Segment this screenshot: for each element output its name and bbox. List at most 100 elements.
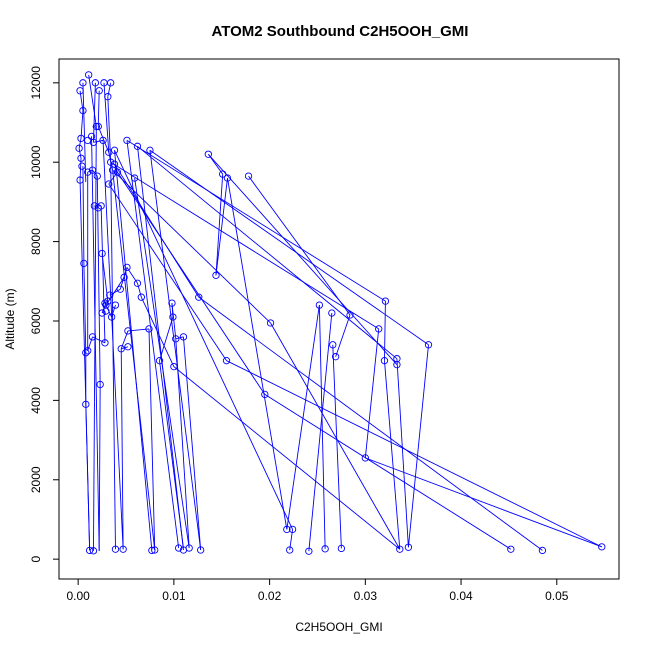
data-point: [133, 279, 142, 287]
data-segment: [407, 344, 429, 548]
data-segments: [78, 74, 602, 552]
data-segment: [88, 74, 97, 127]
y-tick-label: 10000: [29, 145, 43, 179]
data-point: [204, 150, 212, 158]
data-segment: [140, 296, 175, 367]
data-point: [98, 309, 106, 317]
data-segment: [82, 166, 85, 264]
data-point: [123, 136, 131, 145]
x-tick-label: 0.04: [449, 589, 473, 603]
data-point: [77, 154, 85, 162]
data-segment: [335, 314, 351, 357]
x-axis: 0.00 0.01 0.02 0.03 0.04 0.05: [66, 578, 569, 603]
data-point: [79, 106, 87, 115]
data-point: [93, 172, 101, 180]
x-axis-label: C2H5OOH_GMI: [295, 620, 382, 634]
data-point: [244, 172, 253, 180]
data-segment: [92, 169, 98, 177]
data-point: [111, 545, 120, 553]
x-tick-label: 0.02: [258, 589, 282, 603]
data-point: [107, 313, 116, 321]
data-segment: [114, 164, 118, 173]
data-segment: [332, 344, 342, 549]
data-point: [88, 166, 97, 174]
data-point: [381, 297, 390, 305]
data-point: [113, 168, 122, 176]
data-segment: [100, 205, 106, 343]
data-segment: [126, 140, 180, 549]
data-segment: [396, 358, 409, 548]
data-segment: [207, 153, 398, 365]
data-point: [101, 339, 109, 347]
data-segment: [175, 338, 190, 549]
data-segment: [97, 126, 110, 153]
x-tick-label: 0.01: [162, 589, 186, 603]
data-segment: [270, 322, 401, 550]
data-point: [145, 325, 153, 333]
data-point: [76, 176, 84, 184]
data-point: [104, 93, 112, 101]
data-point: [124, 343, 132, 351]
data-segment: [182, 336, 202, 551]
data-point: [331, 353, 340, 361]
data-point: [328, 309, 336, 317]
data-segment: [92, 336, 106, 344]
data-point: [120, 273, 128, 281]
data-segment: [159, 360, 184, 549]
data-point: [119, 545, 127, 553]
data-points: [75, 71, 606, 555]
data-point: [404, 543, 413, 551]
data-point: [84, 168, 92, 176]
data-point: [124, 327, 132, 335]
data-point: [286, 546, 294, 554]
data-point: [111, 301, 120, 309]
data-segment: [308, 313, 333, 552]
data-point: [80, 259, 88, 268]
chart-title: ATOM2 Southbound C2H5OOH_GMI: [212, 23, 469, 40]
x-tick-label: 0.00: [66, 589, 90, 603]
data-point: [89, 547, 98, 555]
data-point: [110, 146, 119, 154]
data-segment: [83, 263, 87, 353]
data-point: [123, 263, 131, 272]
data-point: [212, 271, 220, 279]
data-point: [223, 174, 232, 182]
y-tick-label: 0: [29, 555, 43, 562]
data-segment: [85, 404, 91, 551]
data-segment: [175, 336, 184, 340]
data-point: [97, 202, 105, 210]
data-segment: [114, 163, 200, 298]
data-point: [85, 546, 94, 555]
data-point: [82, 349, 90, 357]
data-point: [87, 132, 96, 141]
data-point: [130, 174, 139, 182]
data-point: [329, 341, 337, 349]
data-point: [288, 525, 297, 534]
data-point: [375, 325, 383, 333]
data-point: [137, 293, 145, 301]
data-point: [179, 333, 188, 341]
data-segment: [137, 145, 398, 360]
data-point: [92, 122, 100, 131]
data-segment: [109, 288, 121, 296]
data-segment: [117, 171, 266, 395]
data-point: [266, 319, 275, 327]
data-segment: [108, 183, 227, 361]
y-axis: 0 2000 4000 6000 8000 10000 12000: [29, 66, 60, 562]
data-segment: [97, 90, 100, 127]
data-point: [219, 170, 227, 178]
data-point: [102, 301, 110, 309]
data-segment: [264, 394, 512, 550]
data-point: [261, 390, 269, 399]
data-point: [315, 301, 324, 309]
data-point: [82, 400, 90, 408]
data-segment: [87, 169, 93, 173]
data-point: [283, 525, 291, 534]
data-point: [146, 146, 154, 154]
data-segment: [137, 283, 142, 298]
data-segment: [286, 305, 320, 530]
data-point: [507, 545, 515, 553]
x-tick-label: 0.03: [354, 589, 378, 603]
data-segment: [159, 316, 174, 361]
